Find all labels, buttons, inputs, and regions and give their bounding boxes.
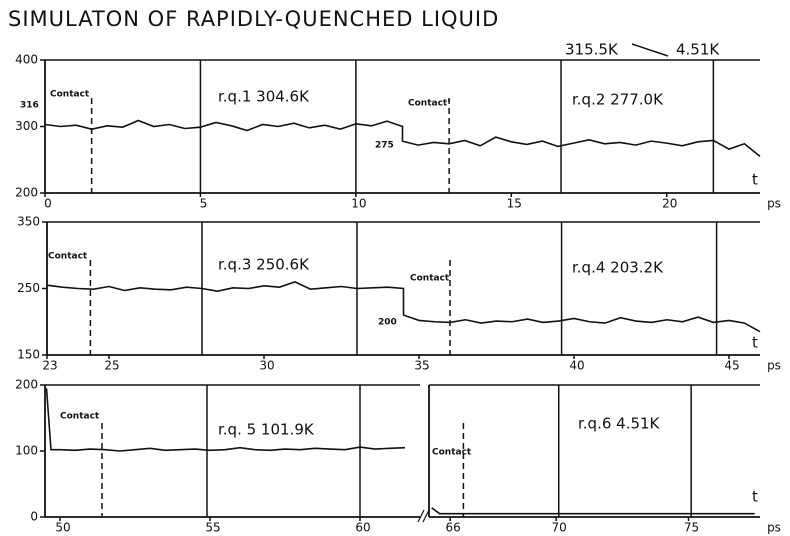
x-tick-label: 70 bbox=[551, 521, 566, 535]
annotation: r.q.6 4.51K bbox=[578, 415, 661, 433]
annotation: 316 bbox=[20, 101, 39, 111]
annotation: r.q.4 203.2K bbox=[572, 259, 664, 277]
trace bbox=[431, 507, 755, 515]
x-tick-label: 23 bbox=[42, 359, 57, 373]
x-label: ps bbox=[767, 359, 781, 373]
x-tick-label: 55 bbox=[205, 521, 220, 535]
annotation: t bbox=[752, 171, 758, 189]
trace bbox=[44, 119, 761, 158]
x-tick-label: 60 bbox=[355, 521, 370, 535]
annotation: r.q.1 304.6K bbox=[218, 88, 310, 106]
annotation: Contact bbox=[50, 90, 90, 100]
y-tick-label: 350 bbox=[17, 215, 40, 229]
x-tick-label: 10 bbox=[351, 197, 366, 211]
axis-break bbox=[417, 509, 425, 523]
annotation: r.q.2 277.0K bbox=[572, 91, 664, 109]
x-tick-label: 40 bbox=[569, 359, 584, 373]
annotation: Contact bbox=[432, 448, 472, 458]
y-tick-label: 0 bbox=[30, 510, 38, 524]
arrow bbox=[631, 43, 669, 57]
annotation: t bbox=[752, 334, 758, 352]
annotation: 275 bbox=[375, 141, 394, 151]
x-tick-label: 35 bbox=[414, 359, 429, 373]
y-tick-label: 400 bbox=[15, 53, 38, 67]
x-tick-label: 50 bbox=[55, 521, 70, 535]
trace bbox=[45, 388, 406, 452]
x-label: ps bbox=[767, 197, 781, 211]
y-tick-label: 100 bbox=[15, 444, 38, 458]
x-label: ps bbox=[767, 521, 781, 535]
axis-break bbox=[422, 509, 430, 523]
x-tick-label: 25 bbox=[104, 359, 119, 373]
annotation: r.q.3 250.6K bbox=[218, 256, 310, 274]
x-tick-label: 15 bbox=[507, 197, 522, 211]
y-tick-label: 250 bbox=[17, 281, 40, 295]
y-tick-label: 200 bbox=[15, 378, 38, 392]
annotation: 200 bbox=[378, 318, 397, 328]
x-tick-label: 5 bbox=[200, 197, 208, 211]
annotation: Contact bbox=[60, 412, 100, 422]
x-tick-label: 75 bbox=[684, 521, 699, 535]
annotation: t bbox=[752, 488, 758, 506]
x-tick-label: 66 bbox=[446, 521, 461, 535]
x-tick-label: 20 bbox=[662, 197, 677, 211]
annotation: Contact bbox=[48, 252, 88, 262]
y-tick-label: 150 bbox=[17, 348, 40, 362]
annotation: 315.5K bbox=[565, 41, 619, 59]
annotation: Contact' bbox=[408, 99, 450, 109]
x-tick-label: 30 bbox=[259, 359, 274, 373]
annotation: Contact bbox=[410, 274, 450, 284]
trace bbox=[46, 280, 761, 333]
annotation: r.q. 5 101.9K bbox=[218, 421, 315, 439]
y-tick-label: 300 bbox=[15, 119, 38, 133]
figure-title: SIMULATON OF RAPIDLY-QUENCHED LIQUID bbox=[8, 7, 499, 31]
x-tick-label: 45 bbox=[724, 359, 739, 373]
x-tick-label: 0 bbox=[44, 197, 52, 211]
annotation: 4.51K bbox=[676, 41, 720, 59]
y-tick-label: 200 bbox=[15, 186, 38, 200]
